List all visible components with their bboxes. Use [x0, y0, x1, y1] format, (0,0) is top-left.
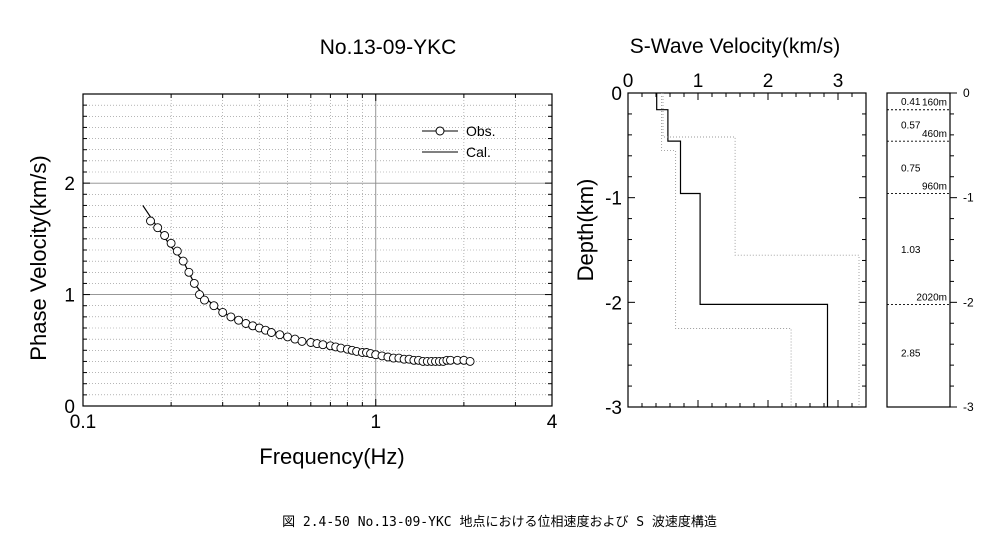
y-tick-label: 0 [64, 397, 75, 418]
obs-point [465, 356, 475, 366]
x-tick-label: 2 [763, 71, 774, 92]
obs-point [184, 267, 194, 277]
velocity-profile-frame [627, 92, 867, 408]
velocity-series-solid [656, 93, 829, 407]
obs-point [195, 290, 204, 300]
y-tick-label: -2 [605, 293, 622, 314]
x-tick-label: 0.1 [70, 412, 96, 433]
x-tick-label: 4 [547, 412, 558, 433]
dispersion-grid [83, 94, 552, 406]
obs-point [297, 336, 307, 346]
velocity-series-dotted-lower [661, 93, 792, 407]
velocity-profile-axes: 0 1 2 3 0 -1 -2 -3 [605, 71, 867, 419]
dispersion-chart-title: No.13-09-YKC [320, 36, 457, 59]
obs-point [275, 330, 285, 340]
obs-point [172, 246, 182, 256]
layer-column-frame [886, 92, 951, 408]
layer-velocity-label: 0.75 [901, 163, 921, 174]
legend-obs-label: Obs. [466, 123, 496, 139]
layer-velocity-label: 1.03 [901, 245, 921, 256]
obs-point [283, 332, 293, 342]
layer-column-tick-label: -1 [963, 191, 974, 205]
obs-point [166, 238, 176, 248]
dispersion-y-axis-label: Phase Velocity(km/s) [26, 155, 51, 360]
obs-point [160, 231, 170, 240]
y-tick-label: -1 [605, 189, 622, 210]
obs-point [266, 328, 276, 337]
dispersion-axes: 0 1 2 0.1 1 4 [64, 93, 558, 433]
dispersion-chart: No.13-09-YKC 0 1 2 0.1 1 4 Frequency(Hz) Phas… [26, 36, 558, 469]
layer-velocity-label: 2.85 [901, 348, 921, 359]
layer-depth-label: 460m [922, 129, 947, 140]
y-tick-label: 1 [64, 286, 75, 307]
legend-cal-label: Cal. [466, 144, 491, 160]
x-tick-label: 1 [693, 71, 704, 92]
layer-depth-label: 160m [922, 98, 947, 109]
obs-point [178, 256, 188, 266]
y-tick-label: 2 [64, 174, 75, 195]
y-tick-label: -3 [605, 398, 622, 419]
obs-point [234, 315, 244, 325]
y-tick-label: 0 [611, 84, 622, 105]
x-tick-label: 1 [370, 412, 381, 433]
obs-point [146, 216, 155, 226]
velocity-profile-y-axis-label: Depth(km) [573, 179, 598, 282]
layer-column-axes: 0 -1 -2 -3 [886, 86, 974, 414]
velocity-profile-chart: S-Wave Velocity(km/s) 0 1 2 3 0 -1 -2 -3 Depth(… [573, 35, 867, 419]
x-tick-label: 3 [833, 71, 844, 92]
velocity-profile-marks [656, 93, 860, 407]
layer-velocity-label: 0.41 [901, 97, 921, 108]
velocity-series-dotted-upper [662, 93, 860, 407]
dispersion-x-axis-label: Frequency(Hz) [259, 444, 404, 469]
layer-velocity-label: 0.57 [901, 121, 921, 132]
obs-point [226, 312, 236, 322]
obs-point [218, 307, 228, 317]
legend-obs-marker [435, 126, 445, 136]
layer-column-tick-label: -2 [963, 295, 974, 309]
velocity-profile-title: S-Wave Velocity(km/s) [630, 35, 840, 58]
dispersion-marks [142, 205, 475, 366]
x-tick-label: 0 [623, 71, 634, 92]
obs-point [318, 340, 328, 350]
layer-column-tick-label: -3 [963, 400, 974, 414]
dispersion-legend: Obs. Cal. [422, 123, 496, 160]
obs-point [209, 301, 219, 311]
layer-depth-label: 960m [922, 181, 947, 192]
obs-point [200, 295, 209, 305]
obs-point [189, 278, 199, 288]
layer-column-tick-label: 0 [963, 86, 970, 100]
figure-caption: 図 2.4-50 No.13-09-YKC 地点における位相速度および S 波速… [282, 515, 717, 530]
layer-depth-label: 2020m [916, 292, 947, 303]
obs-point [153, 223, 163, 233]
